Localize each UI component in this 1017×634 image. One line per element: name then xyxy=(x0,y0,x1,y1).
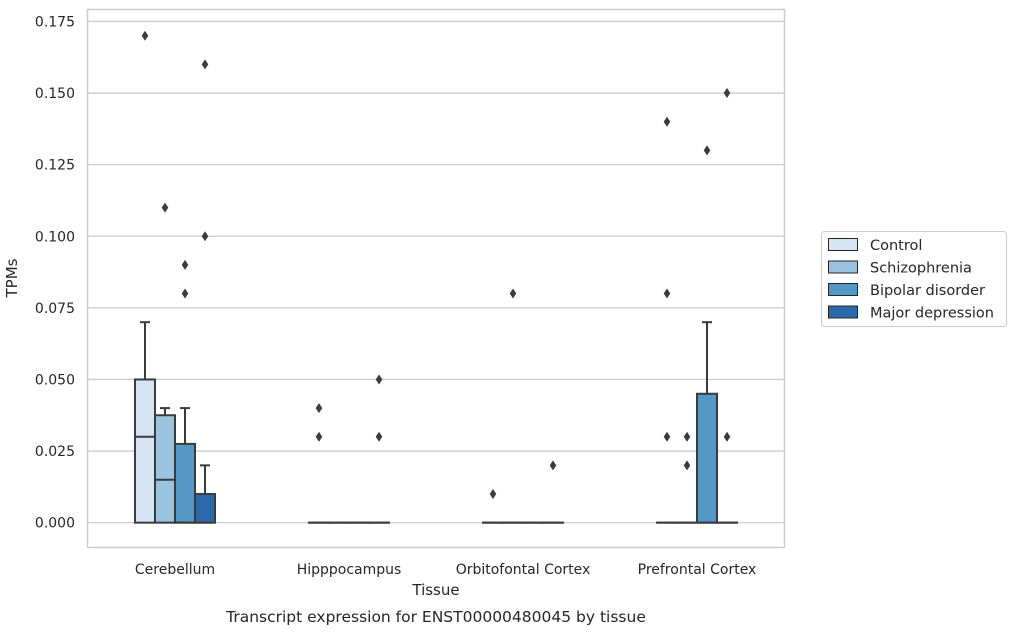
legend-label: Major depression xyxy=(870,306,994,322)
box-rect xyxy=(174,442,197,524)
box-bipolar-disorder xyxy=(174,407,197,524)
box-schizophrenia xyxy=(153,407,177,524)
y-tick-label: 0.150 xyxy=(35,86,75,102)
outlier-point xyxy=(201,59,209,70)
outlier-point xyxy=(683,460,691,471)
legend-label: Schizophrenia xyxy=(870,261,972,277)
outlier-point xyxy=(723,88,731,99)
box-control xyxy=(133,321,156,524)
y-axis-ticks: 0.000 0.025 0.050 0.075 0.100 0.125 0.150 0.175 xyxy=(35,14,75,531)
y-tick-label: 0.000 xyxy=(35,516,75,532)
outlier-point xyxy=(663,288,671,299)
outlier-point xyxy=(509,288,517,299)
chart-caption: Transcript expression for ENST0000048004… xyxy=(225,608,646,626)
y-axis-label: TPMs xyxy=(3,258,21,298)
outlier-point xyxy=(181,288,189,299)
outlier-point xyxy=(375,431,383,442)
x-tick-label: Orbitofontal Cortex xyxy=(456,562,591,578)
plot-frame xyxy=(86,8,786,549)
legend-label: Control xyxy=(870,238,922,254)
box-rect xyxy=(133,378,156,524)
outlier-point xyxy=(549,460,557,471)
outlier-point xyxy=(161,202,169,213)
legend-swatch xyxy=(828,260,858,274)
box-bipolar-disorder xyxy=(696,321,719,524)
outlier-point xyxy=(315,403,323,414)
legend-swatch xyxy=(828,238,858,251)
y-tick-label: 0.025 xyxy=(35,444,75,460)
y-tick-label: 0.050 xyxy=(35,372,75,388)
outlier-point xyxy=(663,431,671,442)
x-tick-label: Prefrontal Cortex xyxy=(638,562,757,578)
outlier-point xyxy=(683,431,691,442)
legend-swatch xyxy=(828,283,858,296)
box-major-depression xyxy=(194,464,217,524)
outlier-point xyxy=(723,431,731,442)
outlier-point xyxy=(201,231,209,242)
y-tick-label: 0.100 xyxy=(35,229,75,245)
outlier-point xyxy=(141,30,149,41)
outlier-point xyxy=(703,145,711,156)
outliers xyxy=(141,30,731,500)
x-axis-label: Tissue xyxy=(411,581,459,599)
legend-swatch xyxy=(828,305,858,319)
outlier-point xyxy=(375,374,383,385)
outlier-point xyxy=(489,489,497,500)
outlier-point xyxy=(315,431,323,442)
x-axis-ticks: Cerebellum Hipppocampus Orbitofontal Corte… xyxy=(135,562,756,578)
box-rect xyxy=(696,392,719,524)
boxes xyxy=(133,321,739,524)
x-tick-label: Hipppocampus xyxy=(297,562,402,578)
outlier-point xyxy=(181,259,189,270)
legend: Control Schizophrenia Bipolar disorder Majo… xyxy=(821,231,1007,327)
legend-label: Bipolar disorder xyxy=(870,283,985,299)
y-tick-label: 0.175 xyxy=(35,14,75,30)
y-tick-label: 0.075 xyxy=(35,301,75,317)
y-tick-label: 0.125 xyxy=(35,158,75,174)
box-rect xyxy=(153,414,177,524)
outlier-point xyxy=(663,116,671,127)
legend-frame xyxy=(821,231,1007,327)
x-tick-label: Cerebellum xyxy=(135,562,215,578)
box-rect xyxy=(194,493,217,524)
